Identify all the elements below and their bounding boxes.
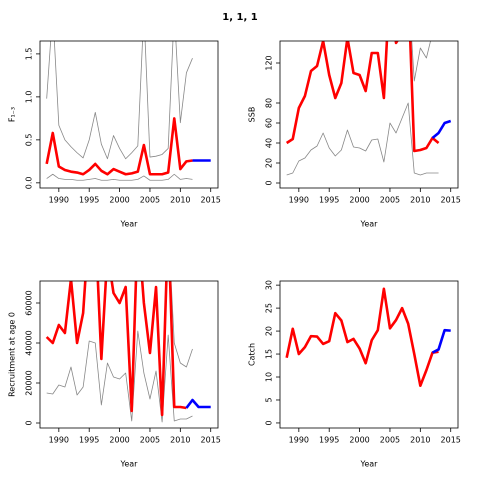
y-tick-label: 1.0 (25, 91, 34, 104)
series-line (46, 41, 193, 160)
x-tick-label: 1990 (289, 196, 309, 205)
series-line (285, 287, 439, 388)
y-tick-label: 60 (265, 118, 274, 128)
x-axis-label: Year (120, 460, 139, 469)
y-tick-label: 120 (265, 55, 274, 70)
x-tick-label: 2015 (441, 196, 461, 205)
y-tick-label: 60000 (25, 290, 34, 315)
x-tick-label: 2005 (380, 436, 400, 445)
x-tick-label: 2010 (170, 436, 190, 445)
series-line (45, 281, 187, 417)
series-line (170, 281, 193, 368)
plot-frame (279, 280, 459, 429)
y-axis-label: Catch (248, 343, 257, 366)
y-tick-label: 0.0 (25, 176, 34, 189)
x-tick-label: 2015 (201, 436, 221, 445)
y-tick-label: 30 (265, 280, 274, 290)
figure-title: 1, 1, 1 (222, 12, 257, 23)
series-line (46, 330, 193, 423)
series-line (285, 41, 440, 153)
y-tick-label: 0 (265, 420, 274, 425)
y-tick-label: 20 (265, 158, 274, 168)
x-tick-label: 1995 (319, 436, 339, 445)
y-tick-label: 0 (25, 420, 34, 425)
y-axis-label: F₁₋₃ (8, 107, 17, 122)
y-tick-label: 40000 (25, 330, 34, 355)
x-tick-label: 1995 (79, 436, 99, 445)
y-tick-label: 0.5 (25, 133, 34, 146)
plot-frame (39, 40, 219, 189)
series-line (431, 119, 452, 140)
plot-frame (279, 40, 459, 189)
x-tick-label: 1990 (289, 436, 309, 445)
plot-area (45, 41, 211, 181)
x-tick-label: 2010 (170, 196, 190, 205)
x-tick-label: 1990 (49, 196, 69, 205)
y-tick-label: 15 (265, 349, 274, 359)
x-tick-label: 2000 (349, 436, 369, 445)
series-line (46, 173, 193, 181)
x-tick-label: 1995 (79, 196, 99, 205)
plot-area (285, 41, 452, 176)
series-line (431, 328, 451, 354)
x-axis-label: Year (360, 220, 379, 229)
x-tick-label: 2015 (441, 436, 461, 445)
x-tick-label: 2000 (109, 436, 129, 445)
series-line (286, 102, 439, 176)
x-tick-label: 1995 (319, 196, 339, 205)
x-tick-label: 2010 (410, 196, 430, 205)
plot-area (45, 281, 211, 423)
series-line (45, 117, 193, 176)
y-tick-label: 1.5 (25, 48, 34, 61)
y-tick-label: 20 (265, 326, 274, 336)
x-tick-label: 2005 (140, 436, 160, 445)
y-tick-label: 80 (265, 98, 274, 108)
y-tick-label: 40 (265, 138, 274, 148)
x-tick-label: 2005 (380, 196, 400, 205)
x-tick-label: 2000 (109, 196, 129, 205)
y-axis-label: Recruitment at age 0 (8, 312, 17, 397)
x-tick-label: 2015 (201, 196, 221, 205)
y-tick-label: 0 (265, 180, 274, 185)
y-tick-label: 10 (265, 372, 274, 382)
plot-frame (39, 280, 219, 429)
series-line (185, 398, 211, 409)
y-axis-label: SSB (248, 107, 257, 123)
x-tick-label: 2010 (410, 436, 430, 445)
y-tick-label: 20000 (25, 370, 34, 395)
x-tick-label: 1990 (49, 436, 69, 445)
y-tick-label: 5 (265, 397, 274, 402)
x-tick-label: 2000 (349, 196, 369, 205)
y-tick-label: 25 (265, 303, 274, 313)
x-tick-label: 2005 (140, 196, 160, 205)
x-axis-label: Year (120, 220, 139, 229)
series-line (411, 41, 431, 82)
x-axis-label: Year (360, 460, 379, 469)
plot-area (285, 287, 451, 388)
